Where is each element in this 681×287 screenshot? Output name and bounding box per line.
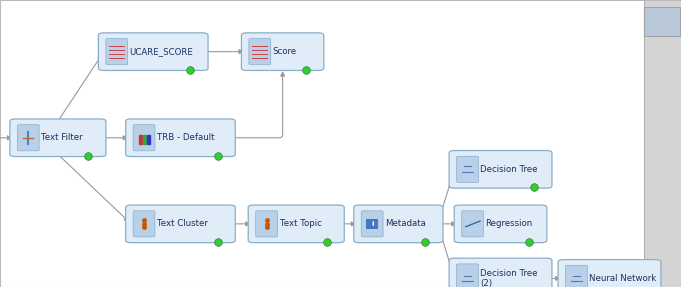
Text: TRB - Default: TRB - Default: [157, 133, 215, 142]
Text: Text Filter: Text Filter: [41, 133, 83, 142]
Text: Decision Tree: Decision Tree: [481, 165, 538, 174]
FancyBboxPatch shape: [644, 0, 681, 287]
FancyBboxPatch shape: [106, 39, 128, 65]
FancyBboxPatch shape: [18, 125, 39, 151]
FancyBboxPatch shape: [558, 259, 661, 287]
FancyBboxPatch shape: [133, 125, 155, 151]
Text: Neural Network: Neural Network: [590, 274, 656, 283]
FancyBboxPatch shape: [133, 211, 155, 237]
FancyBboxPatch shape: [456, 264, 478, 287]
FancyBboxPatch shape: [565, 265, 587, 287]
Bar: [143, 135, 146, 144]
FancyBboxPatch shape: [449, 258, 552, 287]
Bar: [147, 135, 150, 144]
FancyBboxPatch shape: [248, 205, 345, 243]
FancyBboxPatch shape: [0, 0, 644, 287]
Bar: [366, 219, 379, 229]
Text: UCARE_SCORE: UCARE_SCORE: [130, 47, 193, 56]
FancyBboxPatch shape: [10, 119, 106, 157]
Text: Metadata: Metadata: [385, 219, 426, 228]
Text: Text Cluster: Text Cluster: [157, 219, 208, 228]
FancyBboxPatch shape: [125, 205, 236, 243]
FancyBboxPatch shape: [361, 211, 383, 237]
FancyBboxPatch shape: [462, 211, 484, 237]
FancyBboxPatch shape: [255, 211, 278, 237]
FancyBboxPatch shape: [249, 39, 270, 65]
FancyBboxPatch shape: [125, 119, 236, 157]
Bar: [139, 135, 142, 144]
FancyBboxPatch shape: [241, 33, 324, 71]
Text: Score: Score: [272, 47, 297, 56]
FancyBboxPatch shape: [644, 7, 680, 36]
FancyBboxPatch shape: [449, 150, 552, 188]
Text: Text Topic: Text Topic: [279, 219, 321, 228]
Text: Regression: Regression: [486, 219, 533, 228]
FancyBboxPatch shape: [456, 156, 478, 183]
Text: i: i: [371, 221, 373, 227]
Text: Decision Tree
(2): Decision Tree (2): [481, 269, 538, 287]
FancyBboxPatch shape: [454, 205, 547, 243]
FancyBboxPatch shape: [99, 33, 208, 71]
FancyBboxPatch shape: [354, 205, 443, 243]
